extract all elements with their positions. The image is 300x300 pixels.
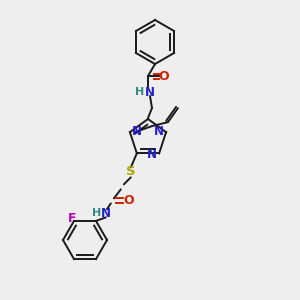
Text: N: N bbox=[147, 148, 157, 161]
Text: N: N bbox=[132, 124, 142, 138]
Text: N: N bbox=[101, 207, 111, 220]
Text: N: N bbox=[145, 85, 155, 98]
Text: F: F bbox=[68, 212, 77, 225]
Text: N: N bbox=[154, 124, 164, 138]
Text: H: H bbox=[135, 87, 145, 97]
Text: S: S bbox=[126, 165, 136, 178]
Text: O: O bbox=[124, 194, 134, 207]
Text: H: H bbox=[92, 208, 101, 218]
Text: O: O bbox=[159, 70, 169, 83]
